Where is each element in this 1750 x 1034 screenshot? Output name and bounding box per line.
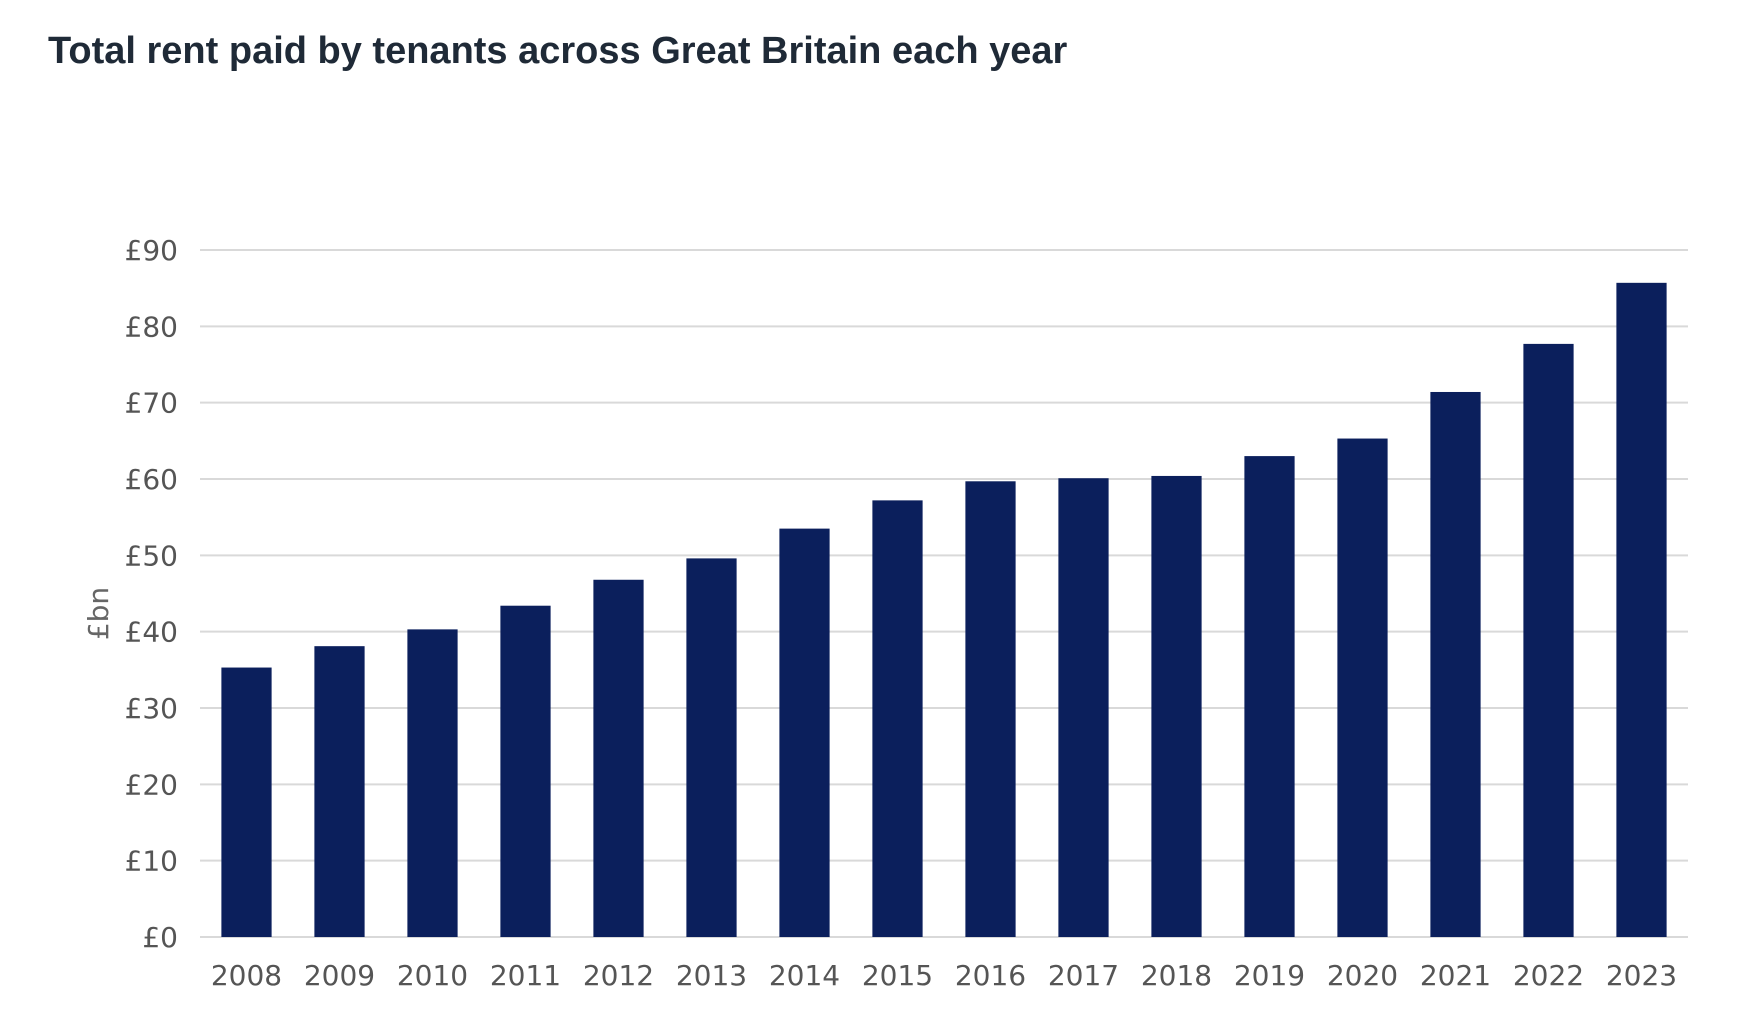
x-tick-label: 2015 [862,959,933,992]
bar-2011 [500,605,551,937]
bar-2013 [686,558,737,937]
x-tick-label: 2008 [211,959,282,992]
y-tick-label: £50 [125,539,178,572]
y-tick-label: £20 [125,768,178,801]
y-tick-label: £90 [125,234,178,267]
x-tick-label: 2014 [769,959,840,992]
x-tick-label: 2011 [490,959,561,992]
y-tick-label: £70 [125,387,178,420]
x-tick-label: 2009 [304,959,375,992]
bar-2018 [1151,475,1202,937]
y-axis-title: £bn [82,587,115,640]
x-tick-label: 2020 [1327,959,1398,992]
bar-2008 [221,667,272,937]
x-tick-label: 2022 [1513,959,1584,992]
x-tick-label: 2010 [397,959,468,992]
x-tick-label: 2019 [1234,959,1305,992]
y-tick-label: £10 [125,845,178,878]
bar-2010 [407,629,458,937]
bar-2017 [1058,478,1109,937]
bar-2023 [1616,282,1667,937]
chart-title: Total rent paid by tenants across Great … [48,30,1068,72]
x-tick-label: 2018 [1141,959,1212,992]
x-tick-label: 2017 [1048,959,1119,992]
x-tick-label: 2023 [1606,959,1677,992]
y-tick-label: £80 [125,310,178,343]
bar-2022 [1523,343,1574,937]
bar-2016 [965,481,1016,937]
y-tick-label: £60 [125,463,178,496]
bar-2015 [872,500,923,937]
x-axis-ticks: 2008 2009 2010 2011 2012 2013 2014 2015 2016 2017… [211,959,1677,992]
bar-2009 [314,646,365,937]
y-tick-label: £40 [125,616,178,649]
bar-2021 [1430,391,1481,938]
x-tick-label: 2012 [583,959,654,992]
y-tick-label: £0 [142,921,178,954]
bar-2019 [1244,456,1295,937]
bar-2020 [1337,438,1388,937]
x-tick-label: 2021 [1420,959,1491,992]
x-tick-label: 2016 [955,959,1026,992]
y-axis-ticks: £0 £10 £20 £30 £40 £50 £60 £70 £80 £90 [125,234,178,954]
x-tick-label: 2013 [676,959,747,992]
y-tick-label: £30 [125,692,178,725]
bar-2014 [779,528,830,937]
bar-2012 [593,579,644,937]
bars [221,282,1667,938]
